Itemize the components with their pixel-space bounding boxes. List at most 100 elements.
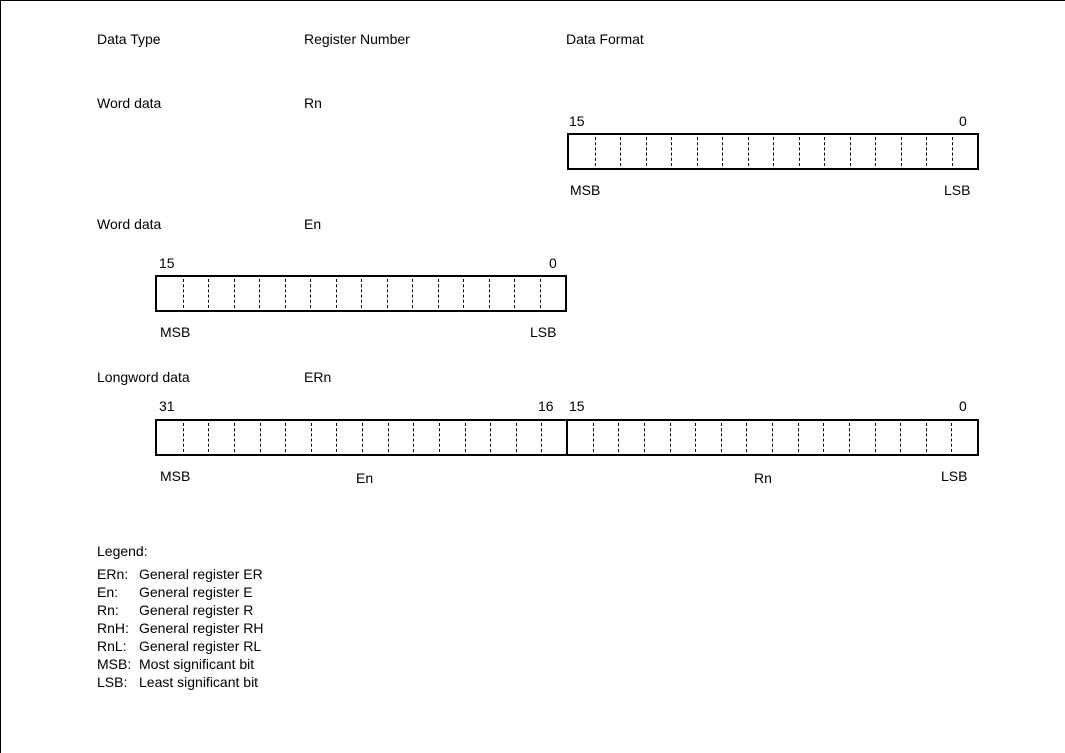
legend-item: En: General register E bbox=[97, 584, 253, 600]
row2-register: En bbox=[304, 216, 322, 232]
register-ern-longword bbox=[155, 419, 979, 456]
row1-register: Rn bbox=[304, 95, 322, 111]
bit-separator bbox=[900, 423, 901, 452]
legend-desc: General register R bbox=[139, 602, 254, 618]
bit-separator bbox=[361, 279, 362, 308]
bit-separator bbox=[823, 423, 824, 452]
bit-separator bbox=[875, 423, 876, 452]
bit-separator bbox=[336, 423, 337, 452]
row2-msb-label: MSB bbox=[160, 324, 191, 340]
bit-separator bbox=[695, 423, 696, 452]
bit-separator bbox=[438, 279, 439, 308]
bit-separator bbox=[183, 423, 184, 452]
legend-item: LSB: Least significant bit bbox=[97, 674, 258, 690]
bit-separator bbox=[644, 423, 645, 452]
legend-item: RnL: General register RL bbox=[97, 638, 261, 654]
register-rn-word bbox=[567, 133, 979, 170]
header-data-format: Data Format bbox=[566, 31, 644, 47]
bit-separator bbox=[311, 423, 312, 452]
bit-separator bbox=[540, 279, 541, 308]
bit-separator bbox=[234, 279, 235, 308]
bit-separator bbox=[646, 137, 647, 166]
legend-desc: Least significant bit bbox=[139, 674, 259, 690]
legend-key: Rn: bbox=[97, 602, 119, 618]
bit-separator bbox=[799, 137, 800, 166]
bit-separator bbox=[926, 423, 927, 452]
bit-separator bbox=[516, 423, 517, 452]
bit-separator bbox=[490, 423, 491, 452]
bit-separator bbox=[310, 279, 311, 308]
bit-separator bbox=[773, 137, 774, 166]
bit-separator bbox=[951, 423, 952, 452]
bit-separator bbox=[697, 137, 698, 166]
bit-separator bbox=[412, 279, 413, 308]
bit-separator bbox=[183, 279, 184, 308]
row2-data-type: Word data bbox=[97, 216, 162, 232]
row1-lsb-label: LSB bbox=[944, 182, 971, 198]
bit-separator bbox=[772, 423, 773, 452]
legend-item: ERn: General register ER bbox=[97, 566, 263, 582]
bit-separator bbox=[620, 137, 621, 166]
row2-bit-high: 15 bbox=[159, 255, 175, 271]
bit-separator bbox=[824, 137, 825, 166]
bit-separator bbox=[465, 423, 466, 452]
row3-bit-15: 15 bbox=[569, 398, 585, 414]
legend-title: Legend: bbox=[97, 543, 148, 559]
row1-bit-low: 0 bbox=[959, 113, 967, 129]
bit-separator bbox=[875, 137, 876, 166]
bit-separator bbox=[208, 423, 209, 452]
bit-separator bbox=[260, 423, 261, 452]
bit-separator bbox=[285, 423, 286, 452]
legend-key: En: bbox=[97, 584, 119, 600]
bit-separator bbox=[849, 423, 850, 452]
row1-bit-high: 15 bbox=[569, 113, 585, 129]
row1-msb-label: MSB bbox=[570, 182, 601, 198]
legend-item: RnH: General register RH bbox=[97, 620, 264, 636]
legend-key: RnH: bbox=[97, 620, 129, 636]
bit-separator bbox=[722, 137, 723, 166]
bit-separator bbox=[489, 279, 490, 308]
bit-separator bbox=[388, 423, 389, 452]
bit-separator bbox=[746, 423, 747, 452]
row1-data-type: Word data bbox=[97, 95, 162, 111]
bit-separator bbox=[208, 279, 209, 308]
bit-separator bbox=[901, 137, 902, 166]
bit-separator bbox=[721, 423, 722, 452]
bit-separator bbox=[593, 423, 594, 452]
register-en-word bbox=[155, 275, 567, 312]
legend-key: MSB: bbox=[97, 656, 132, 672]
legend-item: MSB: Most significant bit bbox=[97, 656, 254, 672]
row3-en-label: En bbox=[356, 470, 374, 486]
legend-desc: General register RH bbox=[139, 620, 264, 636]
legend-desc: General register E bbox=[139, 584, 253, 600]
bit-separator bbox=[413, 423, 414, 452]
row3-bit-16: 16 bbox=[538, 398, 554, 414]
bit-separator bbox=[748, 137, 749, 166]
bit-separator bbox=[285, 279, 286, 308]
bit-separator bbox=[926, 137, 927, 166]
legend-desc: General register ER bbox=[139, 566, 263, 582]
legend-key: LSB: bbox=[97, 674, 128, 690]
row2-bit-low: 0 bbox=[549, 255, 557, 271]
header-register-number: Register Number bbox=[304, 31, 410, 47]
bit-separator bbox=[234, 423, 235, 452]
bit-separator bbox=[671, 137, 672, 166]
bit-separator bbox=[362, 423, 363, 452]
legend-key: ERn: bbox=[97, 566, 129, 582]
legend-item: Rn: General register R bbox=[97, 602, 253, 618]
row3-rn-label: Rn bbox=[754, 470, 772, 486]
bit-separator bbox=[514, 279, 515, 308]
bit-separator bbox=[439, 423, 440, 452]
bit-separator bbox=[463, 279, 464, 308]
row3-msb-label: MSB bbox=[160, 468, 191, 484]
bit-separator bbox=[595, 137, 596, 166]
row2-lsb-label: LSB bbox=[530, 324, 557, 340]
bit-separator bbox=[387, 279, 388, 308]
header-data-type: Data Type bbox=[97, 31, 161, 47]
word-divider-line bbox=[566, 419, 568, 456]
bit-separator bbox=[336, 279, 337, 308]
legend-desc: Most significant bit bbox=[139, 656, 255, 672]
row3-bit-0: 0 bbox=[959, 398, 967, 414]
row3-lsb-label: LSB bbox=[941, 468, 968, 484]
